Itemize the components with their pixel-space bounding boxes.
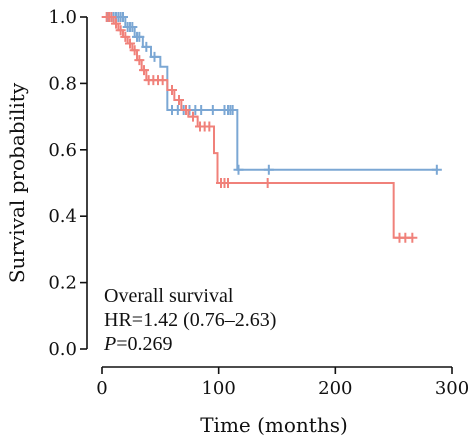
censor-mark [262, 178, 273, 188]
survival-curve [102, 16, 412, 239]
censor-mark [115, 25, 126, 36]
censor-mark [207, 104, 218, 115]
p-value: =0.269 [116, 333, 172, 355]
censor-mark [188, 111, 198, 122]
y-tick-label: 0.6 [48, 140, 77, 161]
annotation-box: Overall survival HR=1.42 (0.76–2.63) P=0… [103, 285, 276, 355]
censor-mark [106, 12, 117, 22]
y-tick-label: 0.4 [48, 206, 77, 227]
censor-mark [125, 38, 135, 49]
censor-mark [141, 41, 152, 52]
p-label: P [103, 333, 116, 355]
y-tick-label: 0.8 [48, 73, 77, 94]
x-tick-label: 0 [96, 378, 107, 399]
censor-mark [196, 104, 207, 115]
censor-mark [431, 164, 442, 175]
y-tick-label: 0.2 [48, 273, 77, 294]
x-axis-label: Time (months) [200, 413, 348, 437]
censor-mark [263, 164, 274, 175]
annotation-p-value: P=0.269 [103, 333, 173, 355]
censor-mark [120, 31, 131, 42]
censor-mark [157, 75, 168, 86]
censor-mark [127, 21, 138, 32]
axes: 0.0 0.2 0.4 0.6 0.8 1.0 0 100 200 300 [48, 7, 469, 399]
y-axis-label: Survival probability [5, 82, 29, 283]
censor-mark [407, 232, 418, 243]
censor-mark [233, 164, 244, 175]
x-tick-label: 300 [435, 378, 469, 399]
y-tick-label: 0.0 [48, 339, 77, 360]
censor-mark [204, 121, 215, 132]
censor-mark [134, 55, 145, 66]
series-1 [102, 12, 442, 175]
censor-mark [149, 51, 160, 62]
x-tick-label: 100 [201, 378, 235, 399]
annotation-hazard-ratio: HR=1.42 (0.76–2.63) [104, 309, 276, 331]
x-tick-label: 200 [318, 378, 352, 399]
censor-mark [111, 18, 121, 29]
series-2 [101, 12, 418, 243]
y-tick-label: 1.0 [48, 7, 77, 28]
censor-mark [134, 31, 145, 42]
series-layer [101, 12, 442, 243]
censor-mark [167, 85, 177, 96]
censor-mark [181, 104, 191, 115]
survival-curve [102, 16, 438, 171]
censor-mark [139, 65, 149, 76]
censor-mark [174, 95, 184, 105]
censor-mark [129, 45, 140, 56]
censor-mark [118, 12, 128, 22]
censor-mark [227, 104, 238, 115]
annotation-title: Overall survival [104, 285, 234, 307]
censor-mark [223, 178, 233, 188]
